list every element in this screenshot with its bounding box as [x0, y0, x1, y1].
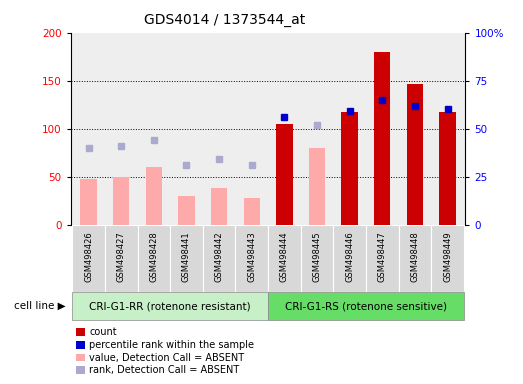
- Bar: [244, 198, 260, 225]
- Text: percentile rank within the sample: percentile rank within the sample: [89, 340, 254, 350]
- Bar: [81, 179, 97, 225]
- Bar: [113, 177, 129, 225]
- Bar: [374, 52, 390, 225]
- Bar: [276, 124, 292, 225]
- Text: GSM498444: GSM498444: [280, 232, 289, 282]
- Bar: [431, 225, 464, 292]
- Text: GSM498446: GSM498446: [345, 232, 354, 282]
- Text: GSM498426: GSM498426: [84, 232, 93, 282]
- Bar: [138, 225, 170, 292]
- Text: cell line ▶: cell line ▶: [14, 301, 65, 311]
- Text: GSM498427: GSM498427: [117, 232, 126, 282]
- Bar: [146, 167, 162, 225]
- Text: GDS4014 / 1373544_at: GDS4014 / 1373544_at: [144, 13, 305, 27]
- Bar: [203, 225, 235, 292]
- Bar: [399, 225, 431, 292]
- Text: GSM498443: GSM498443: [247, 232, 256, 282]
- Text: GSM498442: GSM498442: [214, 232, 224, 282]
- Text: CRI-G1-RR (rotenone resistant): CRI-G1-RR (rotenone resistant): [89, 301, 251, 311]
- Text: rank, Detection Call = ABSENT: rank, Detection Call = ABSENT: [89, 365, 240, 375]
- Bar: [439, 113, 456, 225]
- Bar: [72, 225, 105, 292]
- Text: GSM498441: GSM498441: [182, 232, 191, 282]
- Text: count: count: [89, 327, 117, 337]
- Bar: [178, 196, 195, 225]
- Bar: [301, 225, 333, 292]
- Bar: [268, 225, 301, 292]
- Text: GSM498448: GSM498448: [411, 232, 419, 282]
- Bar: [407, 84, 423, 225]
- Bar: [105, 225, 138, 292]
- Text: GSM498445: GSM498445: [312, 232, 322, 282]
- Bar: [366, 225, 399, 292]
- Bar: [268, 293, 464, 320]
- Bar: [211, 188, 228, 225]
- Bar: [235, 225, 268, 292]
- Text: GSM498447: GSM498447: [378, 232, 386, 282]
- Text: GSM498428: GSM498428: [150, 232, 158, 282]
- Bar: [170, 225, 203, 292]
- Text: value, Detection Call = ABSENT: value, Detection Call = ABSENT: [89, 353, 245, 362]
- Text: GSM498449: GSM498449: [443, 232, 452, 282]
- Bar: [342, 113, 358, 225]
- Bar: [333, 225, 366, 292]
- Text: CRI-G1-RS (rotenone sensitive): CRI-G1-RS (rotenone sensitive): [285, 301, 447, 311]
- Bar: [309, 148, 325, 225]
- Bar: [72, 293, 268, 320]
